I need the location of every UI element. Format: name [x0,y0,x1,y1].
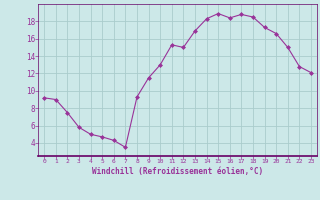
X-axis label: Windchill (Refroidissement éolien,°C): Windchill (Refroidissement éolien,°C) [92,167,263,176]
